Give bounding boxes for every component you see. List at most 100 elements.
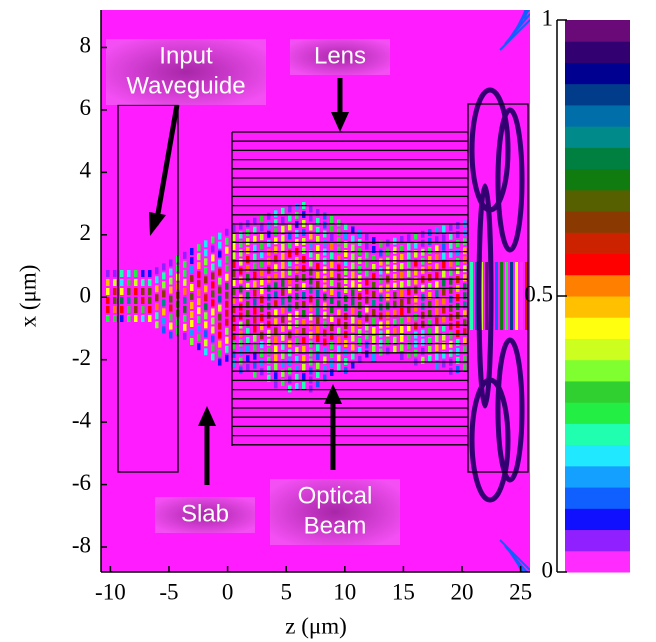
field-stroke [330,252,334,259]
field-stroke [197,307,201,315]
field-stroke [246,328,250,336]
field-stroke [351,235,355,243]
field-stroke [449,250,453,258]
field-stroke [456,330,460,337]
field-stroke [358,293,362,300]
colorbar-swatch [565,529,630,552]
field-stroke [365,242,369,250]
field-stroke [435,308,439,316]
field-stroke [302,256,306,263]
field-stroke [148,297,152,304]
field-stroke [232,288,236,295]
field-stroke [274,354,278,362]
field-stroke [190,302,194,309]
field-stroke [218,232,222,240]
field-stroke [302,337,306,344]
field-stroke [155,312,159,320]
field-stroke [281,225,285,233]
field-stroke [267,230,271,238]
field-stroke [337,282,341,290]
field-stroke [449,295,453,303]
field-stroke [442,315,446,323]
field-stroke [260,341,264,349]
field-stroke [309,313,313,321]
field-stroke [344,286,348,293]
field-stroke [204,258,208,266]
field-stroke [435,299,439,307]
field-stroke [449,232,453,240]
field-stroke [463,310,467,318]
field-stroke [400,245,404,252]
field-stroke [372,336,376,343]
field-stroke [232,360,236,367]
field-stroke [183,305,187,313]
field-stroke [211,299,215,307]
field-stroke [344,241,348,248]
x-tick-label: 5 [280,579,292,604]
arrow-head [331,112,349,132]
field-stroke [274,246,278,254]
field-stroke [316,317,320,324]
field-stroke [400,299,404,306]
field-stroke [358,311,362,318]
field-stroke [435,254,439,262]
field-stroke [260,260,264,268]
field-stroke [253,226,257,234]
field-stroke [442,360,446,368]
field-stroke [246,346,250,354]
field-stroke [407,333,411,341]
x-axis-label: z (μm) [285,613,347,638]
colorbar-swatch [565,147,630,170]
field-stroke [106,315,110,322]
field-stroke [435,353,439,361]
field-stroke [449,223,453,231]
field-stroke [302,328,306,335]
x-tick-label: 10 [333,579,356,604]
field-stroke [204,240,208,248]
field-stroke [246,274,250,282]
field-stroke [365,278,369,286]
field-stroke [148,306,152,313]
field-stroke [316,326,320,333]
field-stroke [218,259,222,267]
field-stroke [449,268,453,276]
field-stroke [414,304,418,312]
field-stroke [400,272,404,279]
field-stroke [295,274,299,282]
field-ring [524,10,528,21]
field-stroke [232,243,236,250]
field-stroke [218,340,222,348]
field-stroke [281,216,285,224]
field-stroke [316,290,320,297]
y-tick-label: -2 [72,345,91,370]
arrow-head [198,406,216,426]
field-stroke [232,306,236,313]
field-stroke [190,248,194,255]
field-stroke [190,266,194,273]
field-stroke [309,214,313,222]
field-stroke [288,322,292,330]
field-stroke [393,246,397,254]
field-stroke [456,348,460,355]
field-stroke [253,289,257,297]
field-stroke [288,304,292,312]
field-stroke [302,364,306,371]
field-stroke [337,273,341,281]
field-stroke [351,271,355,279]
field-stroke [358,320,362,327]
field-stroke [428,265,432,272]
field-stroke [393,336,397,344]
field-stroke [169,322,173,330]
field-stroke [428,319,432,326]
field-stroke [162,272,166,280]
field-stroke [330,270,334,277]
field-stroke [141,306,145,313]
field-stroke [428,229,432,236]
field-stroke [225,264,229,272]
field-stroke [442,333,446,341]
field-stroke [211,272,215,280]
field-stroke [456,366,460,373]
field-stroke [309,223,313,231]
field-stroke [337,264,341,272]
field-stroke [106,297,110,304]
